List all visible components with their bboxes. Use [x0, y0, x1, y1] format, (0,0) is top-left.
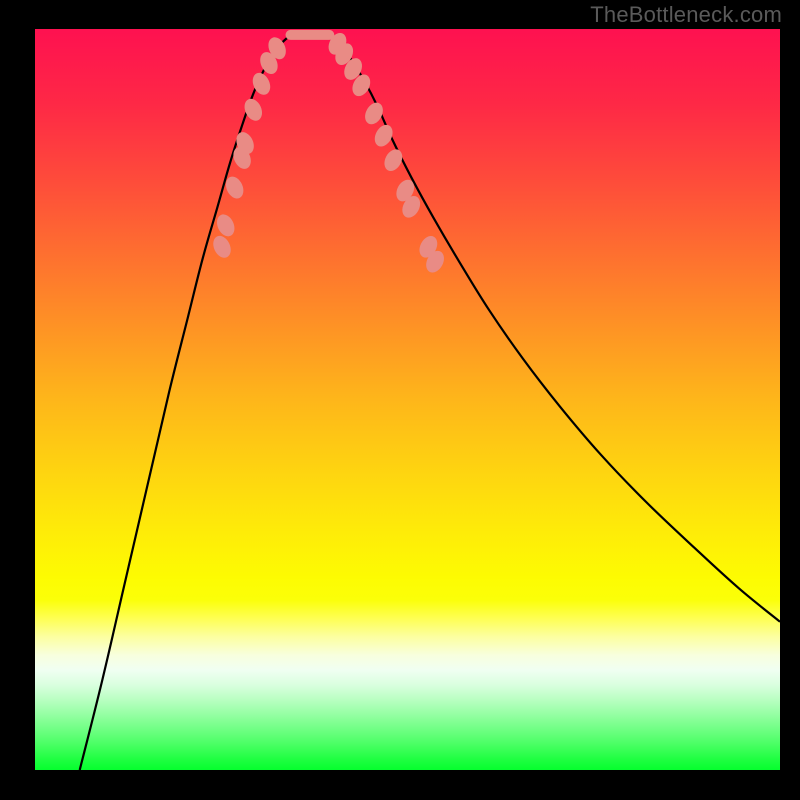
watermark-text: TheBottleneck.com	[590, 2, 782, 28]
chart-container: TheBottleneck.com	[0, 0, 800, 800]
bottleneck-plot	[35, 29, 780, 770]
plot-background	[35, 29, 780, 770]
